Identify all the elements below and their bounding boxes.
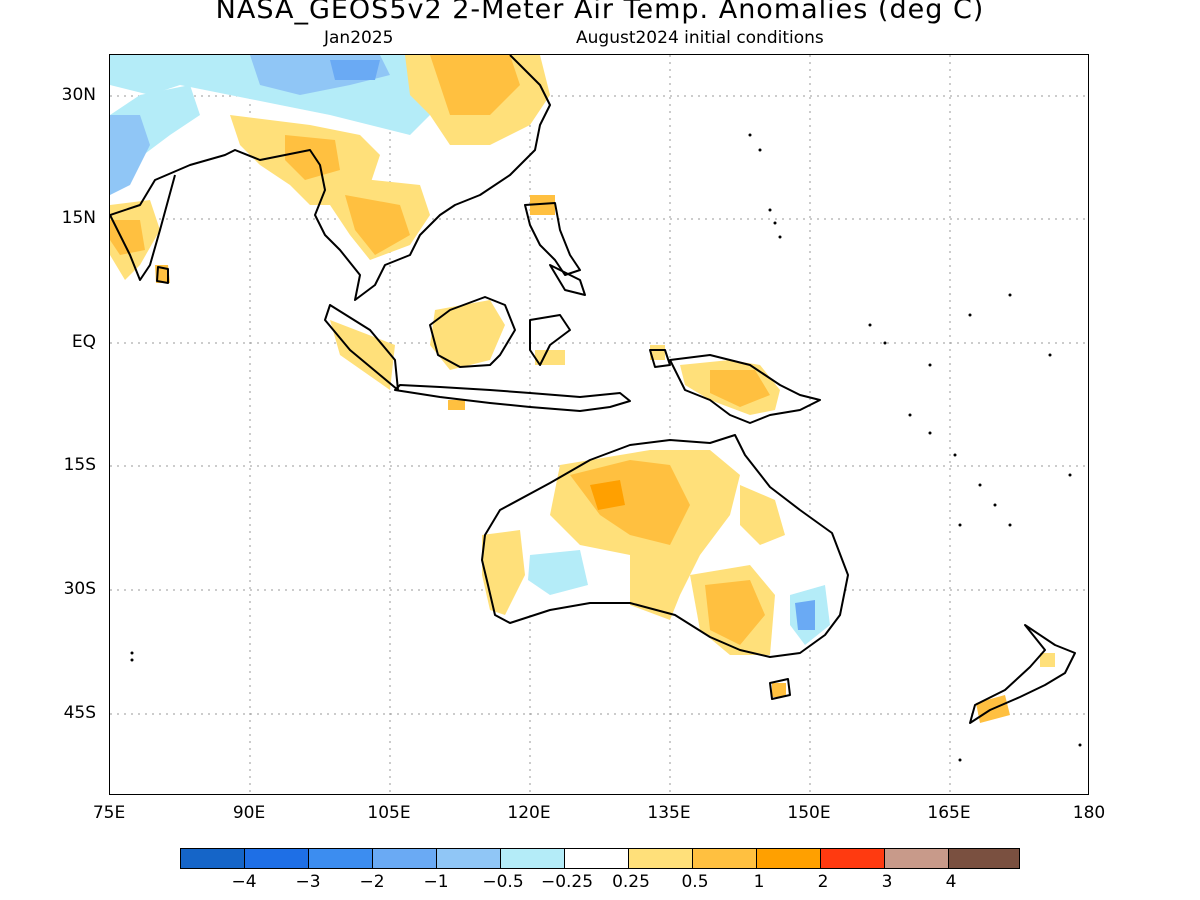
colorbar-swatch — [884, 848, 949, 869]
colorbar-swatch — [948, 848, 1020, 869]
colorbar-label: −0.5 — [482, 872, 524, 892]
forecast-month: Jan2025 — [324, 28, 394, 48]
colorbar-label: 0.5 — [681, 872, 709, 892]
colorbar-swatch — [692, 848, 757, 869]
lat-label-30s: 30S — [63, 579, 96, 599]
lon-label-105e: 105E — [367, 803, 411, 823]
colorbar-swatch — [244, 848, 309, 869]
colorbar-label: −2 — [359, 872, 385, 892]
lat-label-45s: 45S — [63, 703, 96, 723]
lon-label-75e: 75E — [92, 803, 126, 823]
colorbar-swatch — [756, 848, 821, 869]
colorbar-swatch — [180, 848, 245, 869]
islands — [130, 133, 1082, 762]
coastlines — [110, 55, 1076, 724]
new-guinea-anomalies — [680, 360, 780, 415]
map-title: NASA_GEOS5v2 2-Meter Air Temp. Anomalies… — [215, 0, 985, 25]
colorbar-label: 1 — [753, 872, 765, 892]
colorbar-label: 2 — [817, 872, 829, 892]
lat-label-15s: 15S — [63, 455, 96, 475]
colorbar-swatch — [500, 848, 565, 869]
map-panel — [109, 54, 1089, 795]
colorbar-swatch — [372, 848, 437, 869]
colorbar-label: 0.25 — [612, 872, 650, 892]
colorbar-swatch — [564, 848, 629, 869]
lat-label-15n: 15N — [61, 208, 96, 228]
gridlines — [110, 55, 1088, 794]
asia-anomalies — [110, 55, 665, 410]
colorbar-label: −0.25 — [540, 872, 594, 892]
lon-label-135e: 135E — [647, 803, 691, 823]
colorbar-label: −4 — [231, 872, 257, 892]
lon-label-180: 180 — [1072, 803, 1106, 823]
lon-label-90e: 90E — [232, 803, 266, 823]
initial-conditions: August2024 initial conditions — [576, 28, 824, 48]
colorbar-swatch — [820, 848, 885, 869]
colorbar-label: 4 — [945, 872, 957, 892]
colorbar-swatch — [308, 848, 373, 869]
lon-label-165e: 165E — [927, 803, 971, 823]
lon-label-150e: 150E — [787, 803, 831, 823]
anomaly-map — [110, 55, 1088, 794]
colorbar-label: −1 — [423, 872, 449, 892]
lat-label-eq: EQ — [71, 332, 96, 352]
colorbar-swatch — [436, 848, 501, 869]
colorbar-label: 3 — [881, 872, 893, 892]
colorbar-swatch — [628, 848, 693, 869]
lat-label-30n: 30N — [61, 85, 96, 105]
colorbar-label: −3 — [295, 872, 321, 892]
lon-label-120e: 120E — [507, 803, 551, 823]
australia-anomalies — [480, 433, 848, 697]
